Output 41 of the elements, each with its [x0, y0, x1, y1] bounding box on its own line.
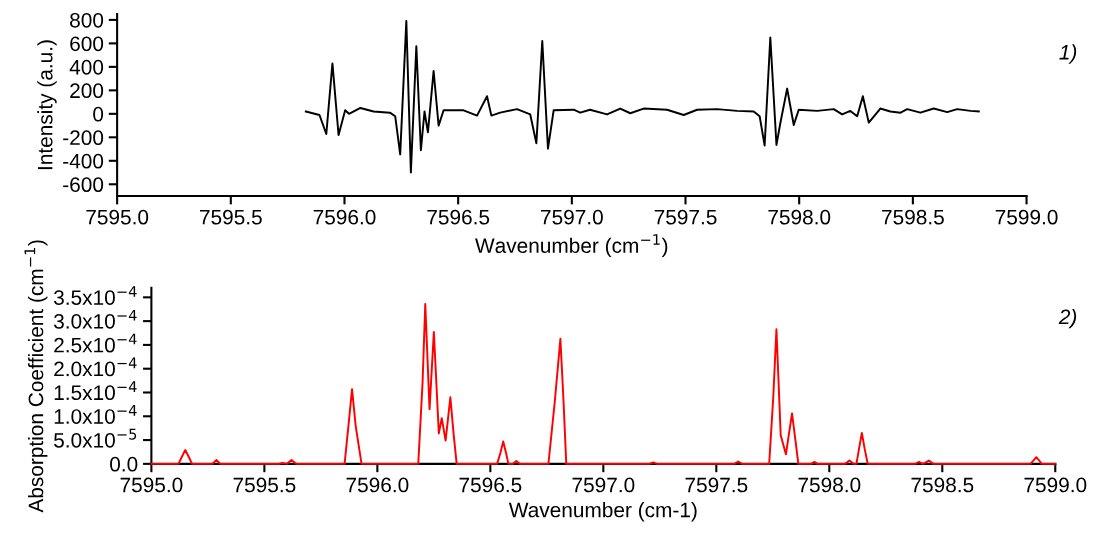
y-tick-label: 2.0x10$^{−4}$: [54, 357, 137, 377]
y-tick-label: 5.0x10$^{−5}$: [54, 428, 137, 448]
x-tick-label: 7598.0: [768, 209, 831, 225]
y-tick-label: -200: [63, 130, 104, 146]
y-tick-label: 3.5x10$^{−4}$: [53, 286, 137, 305]
y-tick-label: -400: [63, 153, 104, 169]
y-axis-title: Intensity (a.u.): [37, 40, 57, 170]
y-tick-label: -600: [63, 177, 104, 193]
y-tick-label: 0.0: [110, 456, 138, 472]
y-tick-label: 1.0x10$^{−4}$: [54, 405, 137, 424]
x-tick-label: 7599.0: [995, 209, 1058, 225]
x-axis-title: Wavenumber (cm-1): [508, 502, 697, 522]
y-tick-label: 0: [93, 106, 104, 122]
text: 2): [1058, 308, 1077, 329]
x-tick-label: 7598.0: [798, 477, 861, 493]
x-tick-label: 7597.0: [572, 477, 635, 493]
x-tick-label: 7596.0: [313, 209, 376, 225]
y-tick-label: 600: [70, 36, 104, 52]
x-tick-label: 7598.5: [911, 477, 974, 493]
x-axis-title: Wavenumber (cm$^{−1}$): [475, 234, 668, 258]
y-tick-label: 3.0x10$^{−4}$: [53, 309, 137, 329]
x-tick-label: 7599.0: [1024, 477, 1087, 493]
x-tick-label: 7595.5: [233, 477, 296, 493]
x-tick-label: 7595.0: [120, 477, 183, 493]
x-tick-label: 7596.5: [459, 477, 522, 493]
y-tick-label: 1.5x10$^{−4}$: [54, 381, 137, 401]
x-tick-label: 7596.0: [346, 477, 409, 493]
y-axis-title: Absorption Coefficient (cm$^{−1}$): [24, 240, 48, 513]
x-tick-label: 7595.5: [200, 209, 262, 225]
x-tick-label: 7596.5: [427, 209, 490, 225]
x-tick-label: 7595.0: [86, 209, 149, 225]
y-tick-label: 200: [70, 83, 104, 99]
x-tick-label: 7597.0: [541, 209, 603, 225]
x-tick-label: 7598.5: [882, 209, 944, 225]
y-tick-label: 400: [69, 59, 104, 75]
text: 1): [1059, 44, 1077, 64]
line-series: [304, 20, 980, 174]
x-tick-label: 7597.5: [654, 209, 717, 225]
x-tick-label: 7597.5: [685, 477, 748, 493]
y-tick-label: 2.5x10$^{−4}$: [54, 333, 137, 353]
y-tick-label: 800: [70, 12, 104, 28]
